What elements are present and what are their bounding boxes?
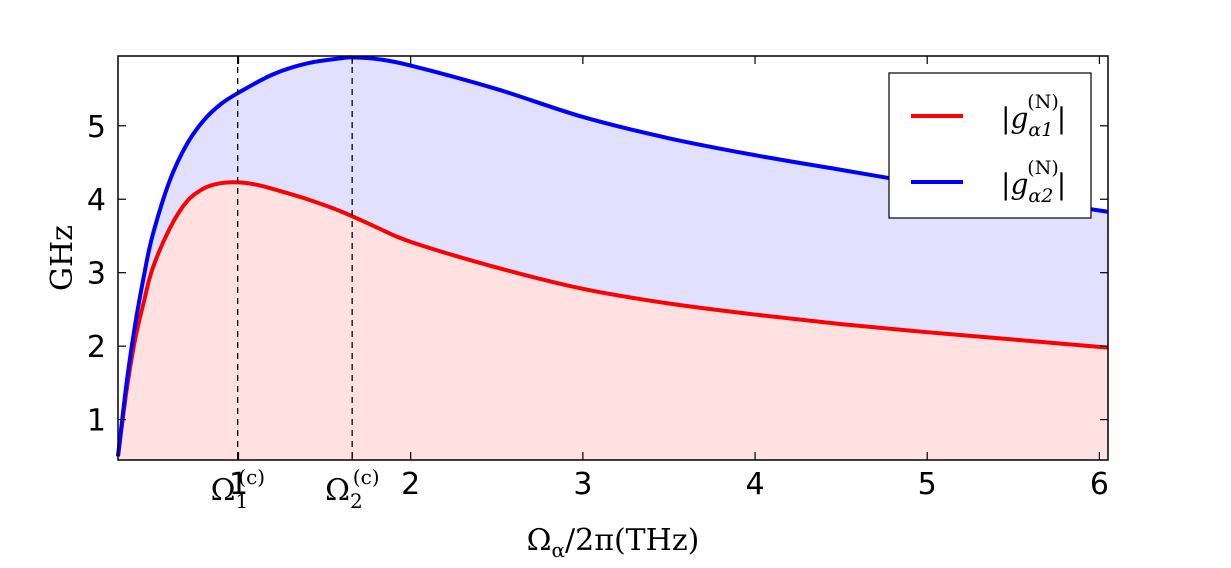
legend-box [888, 72, 1092, 219]
x-tick-label: 5 [918, 467, 937, 502]
legend-sub: α2 [1028, 185, 1053, 207]
legend: |gα1(N)||gα2(N)| [888, 72, 1092, 219]
legend-bar-right: | [1057, 102, 1066, 135]
critical-label-sym: Ω [211, 473, 236, 508]
area-fill-series-1 [118, 182, 1108, 460]
legend-sym: g [1010, 168, 1028, 201]
legend-bar-left: | [1001, 168, 1010, 201]
plot-frame [117, 55, 1109, 461]
x-tick-label: 2 [401, 467, 420, 502]
y-tick-label: 2 [87, 330, 106, 365]
x-tick-label: 6 [1090, 467, 1109, 502]
legend-sup: (N) [1027, 91, 1058, 113]
x-axis-label-sub: α [552, 538, 566, 562]
critical-label-sub: 2 [350, 489, 363, 513]
y-tick-label: 4 [87, 183, 106, 218]
critical-label-sym: Ω [325, 473, 350, 508]
critical-label-sup: (c) [238, 465, 265, 489]
y-tick-label: 5 [87, 110, 106, 145]
legend-sym: g [1010, 102, 1028, 135]
legend-bar-right: | [1057, 168, 1066, 201]
critical-labels: Ω1(c) Ω2(c) [211, 465, 380, 513]
legend-sub: α1 [1028, 119, 1053, 141]
critical-label-2: Ω2(c) [325, 465, 379, 513]
area-fills [118, 57, 1108, 461]
legend-label-2: |gα2(N)| [1001, 157, 1066, 207]
x-tick-label: 1 [229, 467, 248, 502]
tick-labels: 1 2 3 4 5 6 1 2 3 4 5 [87, 110, 1109, 502]
series-line-1 [116, 180, 1109, 457]
x-axis-label-sym: Ω [527, 523, 552, 558]
y-tick-label: 3 [87, 257, 106, 292]
critical-label-sup: (c) [353, 465, 380, 489]
x-tick-label: 4 [745, 467, 764, 502]
x-tick-label: 3 [573, 467, 592, 502]
x-axis-label-rest: /2π(THz) [565, 523, 699, 558]
series-lines [116, 55, 1109, 457]
critical-label-1: Ω1(c) [211, 465, 265, 513]
critical-lines [237, 56, 353, 460]
legend-bar-left: | [1001, 102, 1010, 135]
legend-sup: (N) [1027, 157, 1058, 179]
x-axis-label: Ωα/2π(THz) [527, 523, 700, 562]
y-axis-label: GHz [45, 225, 80, 291]
legend-label-1: |gα1(N)| [1001, 91, 1066, 141]
y-tick-label: 1 [87, 404, 106, 439]
axis-ticks [118, 56, 1108, 460]
critical-label-sub: 1 [236, 489, 249, 513]
series-line-2 [116, 55, 1109, 457]
